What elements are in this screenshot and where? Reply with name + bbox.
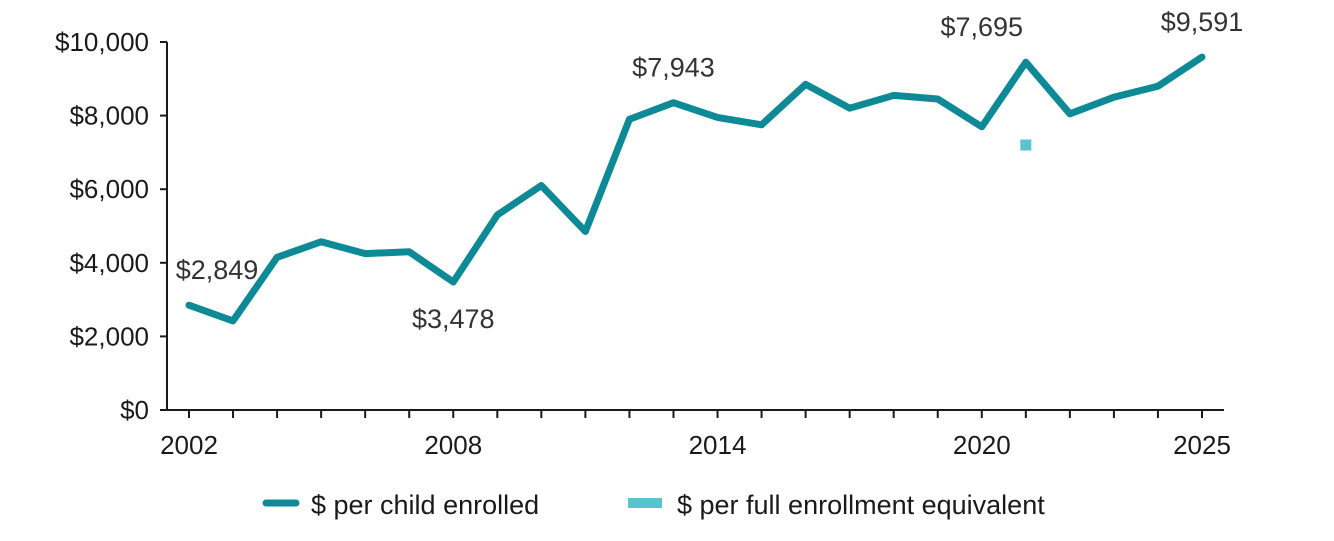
data-label: $3,478: [412, 304, 495, 334]
y-tick-label: $8,000: [69, 101, 149, 131]
data-label: $7,695: [940, 12, 1023, 42]
data-label: $2,849: [176, 255, 259, 285]
x-tick-label: 2002: [160, 430, 218, 460]
y-ticks: $0 $2,000 $4,000 $6,000 $8,000 $10,000: [55, 27, 167, 425]
y-tick-label: $2,000: [69, 321, 149, 351]
x-tick-label: 2008: [424, 430, 482, 460]
legend-label-per-child: $ per child enrolled: [311, 490, 539, 520]
y-tick-label: $4,000: [69, 248, 149, 278]
x-tick-label: 2014: [689, 430, 747, 460]
y-tick-label: $0: [120, 395, 149, 425]
y-tick-label: $10,000: [55, 27, 149, 57]
x-tick-label: 2025: [1173, 430, 1231, 460]
series-layer: [185, 53, 1206, 325]
data-point-full-enrollment-equivalent: [1020, 139, 1032, 151]
data-label: $9,591: [1161, 7, 1244, 37]
legend-swatch-per-full-enrollment: [628, 498, 662, 508]
annotation-layer: $2,849 $3,478 $7,943 $7,695 $9,591: [176, 7, 1244, 334]
series-line-per-child-enrolled: [185, 53, 1206, 325]
x-tick-label: 2020: [953, 430, 1011, 460]
legend: $ per child enrolled $ per full enrollme…: [262, 490, 1045, 520]
legend-label-per-full-enrollment: $ per full enrollment equivalent: [677, 490, 1045, 520]
data-label: $7,943: [632, 53, 715, 83]
axes: $0$2,000$4,000$6,000$8,000$10,000 2002 20…: [55, 27, 1231, 460]
x-ticks: 2002 2008 2014 2020 2025: [160, 410, 1231, 460]
y-tick-label: $6,000: [69, 174, 149, 204]
